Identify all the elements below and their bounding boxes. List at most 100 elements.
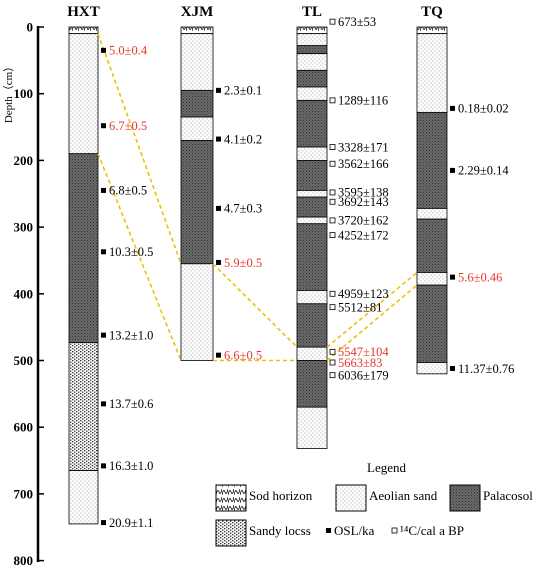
correlation-line bbox=[97, 153, 182, 361]
age-label: 5.0±0.4 bbox=[109, 44, 148, 58]
column-title-hxt: HXT bbox=[67, 4, 100, 20]
osl-marker bbox=[101, 47, 106, 53]
legend-c14-label: ¹⁴C/cal a BP bbox=[400, 523, 464, 538]
age-label: 16.3±1.0 bbox=[109, 459, 153, 473]
axis-tick-label: 200 bbox=[14, 153, 34, 168]
age-label: 10.3±0.5 bbox=[109, 245, 153, 259]
c14-marker bbox=[329, 217, 336, 224]
layer-aeolian bbox=[296, 190, 328, 198]
age-label: 5512±81 bbox=[338, 300, 382, 314]
layer-palaeosol bbox=[296, 69, 328, 88]
legend-title: Legend bbox=[367, 460, 406, 475]
legend-sod-swatch bbox=[215, 484, 247, 512]
stratigraphic-columns bbox=[68, 26, 448, 525]
correlation-line bbox=[326, 271, 418, 348]
age-label: 3720±162 bbox=[338, 214, 389, 228]
layer-aeolian bbox=[180, 116, 214, 141]
layer-palaeosol bbox=[416, 284, 448, 363]
legend-aeolian-label: Aeolian sand bbox=[369, 488, 438, 503]
osl-marker bbox=[216, 205, 221, 211]
layer-aeolian bbox=[416, 33, 448, 113]
osl-marker bbox=[101, 187, 106, 193]
age-label: 6.8±0.5 bbox=[109, 184, 147, 198]
age-label: 6.6±0.5 bbox=[224, 348, 262, 362]
axis-tick-label: 100 bbox=[14, 86, 34, 101]
layer-palaeosol bbox=[416, 218, 448, 273]
osl-marker bbox=[450, 366, 455, 372]
age-label: 2.3±0.1 bbox=[224, 84, 262, 98]
osl-marker bbox=[216, 352, 221, 358]
layer-palaeosol bbox=[296, 196, 328, 218]
layer-aeolian bbox=[416, 272, 448, 286]
layer-palaeosol bbox=[296, 360, 328, 408]
column-tq bbox=[416, 26, 448, 375]
age-label: 4959±123 bbox=[338, 287, 389, 301]
layer-aeolian bbox=[416, 362, 448, 375]
age-label: 13.7±0.6 bbox=[109, 397, 153, 411]
age-label: 4252±172 bbox=[338, 228, 389, 242]
c14-marker bbox=[329, 372, 336, 379]
layer-palaeosol bbox=[296, 223, 328, 291]
layer-palaeosol bbox=[296, 159, 328, 191]
osl-marker bbox=[101, 332, 106, 338]
osl-marker bbox=[216, 136, 221, 142]
layer-aeolian bbox=[416, 208, 448, 220]
age-label: 20.9±1.1 bbox=[109, 516, 153, 530]
layer-aeolian bbox=[296, 406, 328, 449]
age-label: 673±53 bbox=[338, 15, 376, 29]
layer-aeolian bbox=[296, 86, 328, 101]
osl-marker bbox=[216, 259, 221, 265]
osl-marker bbox=[216, 87, 221, 93]
layer-aeolian bbox=[296, 216, 328, 225]
axis-tick-label: 400 bbox=[14, 286, 34, 301]
age-label: 3562±166 bbox=[338, 157, 389, 171]
c14-marker bbox=[329, 189, 336, 196]
osl-marker bbox=[101, 249, 106, 255]
legend-loess-swatch bbox=[215, 519, 247, 547]
legend: Legend Sod horizon Aeolian sand Palacoso… bbox=[215, 460, 533, 547]
c14-marker bbox=[329, 290, 336, 297]
depth-axis: Depth（cm） 0 100 200 300 400 500 600 700 800 bbox=[2, 20, 44, 568]
correlation-lines bbox=[97, 33, 418, 362]
correlation-line bbox=[326, 284, 418, 362]
column-hxt bbox=[68, 26, 99, 525]
c14-marker bbox=[329, 144, 336, 150]
age-label: 13.2±1.0 bbox=[109, 328, 153, 342]
osl-marker bbox=[101, 520, 106, 526]
legend-loess-label: Sandy locss bbox=[249, 523, 311, 538]
age-label: 6.7±0.5 bbox=[109, 119, 147, 133]
legend-osl-label: OSL/ka bbox=[334, 523, 375, 538]
column-title-tq: TQ bbox=[421, 4, 443, 20]
age-label: 3328±171 bbox=[338, 140, 389, 154]
layer-palaeosol bbox=[180, 89, 214, 118]
layer-palaeosol bbox=[296, 303, 328, 348]
axis-tick-label: 500 bbox=[14, 353, 34, 368]
layer-palaeosol bbox=[68, 153, 99, 343]
axis-label: Depth（cm） bbox=[2, 61, 15, 123]
layer-aeolian bbox=[296, 53, 328, 71]
age-label: 6036±179 bbox=[338, 368, 389, 382]
axis-tick-label: 0 bbox=[27, 20, 34, 35]
column-tl bbox=[296, 26, 328, 449]
axis-tick-label: 300 bbox=[14, 220, 34, 235]
osl-marker bbox=[450, 167, 455, 173]
age-label: 2.29±0.14 bbox=[458, 164, 509, 178]
layer-sod bbox=[180, 26, 214, 35]
column-title-xjm: XJM bbox=[181, 4, 214, 20]
layer-sod bbox=[68, 26, 99, 35]
age-label: 0.18±0.02 bbox=[458, 102, 509, 116]
layer-loess bbox=[68, 342, 99, 471]
c14-marker bbox=[329, 304, 336, 311]
axis-tick-label: 800 bbox=[14, 553, 34, 568]
age-label: 4.7±0.3 bbox=[224, 202, 262, 216]
column-title-tl: TL bbox=[302, 4, 322, 20]
c14-marker bbox=[329, 348, 336, 355]
column-titles: HXT XJM TL TQ bbox=[67, 4, 443, 20]
axis-tick-label: 700 bbox=[14, 486, 34, 501]
layer-aeolian bbox=[296, 346, 328, 361]
c14-marker bbox=[329, 18, 336, 25]
layer-aeolian bbox=[68, 33, 99, 155]
layer-palaeosol bbox=[416, 111, 448, 209]
c14-marker bbox=[329, 359, 336, 366]
